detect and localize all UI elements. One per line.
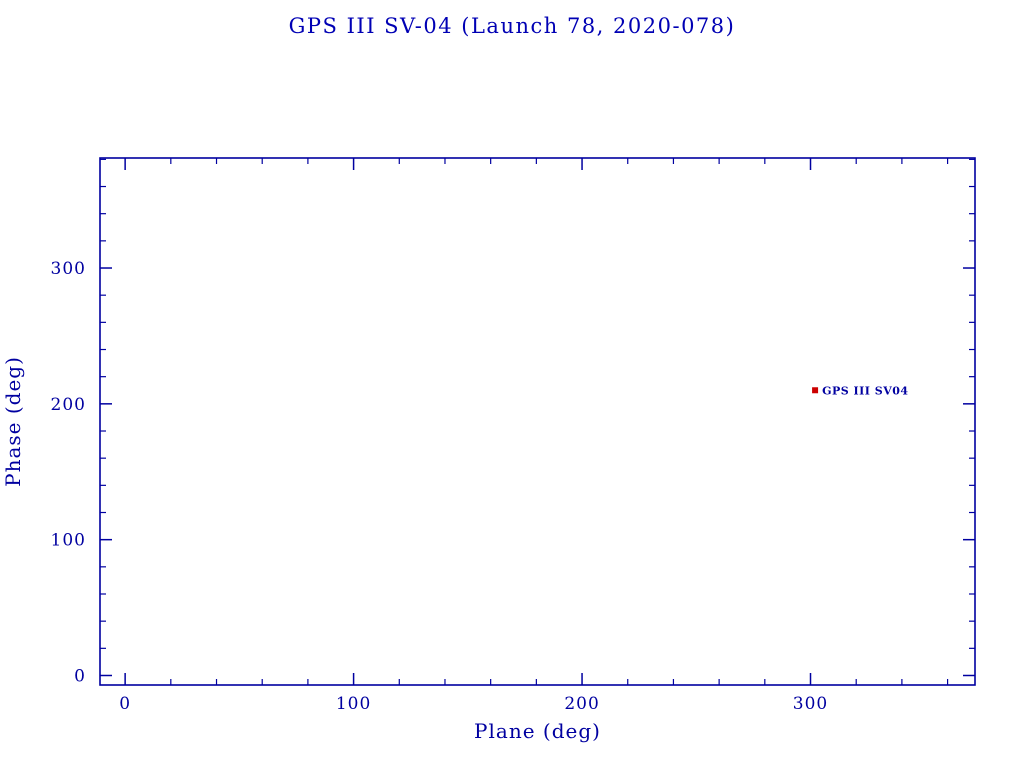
plot-frame: [99, 157, 976, 686]
y-axis-label: Phase (deg): [1, 356, 25, 487]
x-axis-label: Plane (deg): [474, 719, 601, 743]
y-tick-label: 100: [51, 531, 86, 551]
x-tick-label: 200: [564, 694, 599, 714]
y-tick-label: 200: [51, 395, 86, 415]
chart-title: GPS III SV-04 (Launch 78, 2020-078): [288, 14, 736, 38]
y-tick-label: 0: [74, 666, 86, 686]
data-point-label: GPS III SV04: [822, 384, 909, 397]
x-tick-label: 300: [793, 694, 828, 714]
y-tick-label: 300: [51, 259, 86, 279]
x-tick-label: 100: [336, 694, 371, 714]
data-point-marker: [812, 387, 819, 394]
x-tick-label: 0: [119, 694, 131, 714]
